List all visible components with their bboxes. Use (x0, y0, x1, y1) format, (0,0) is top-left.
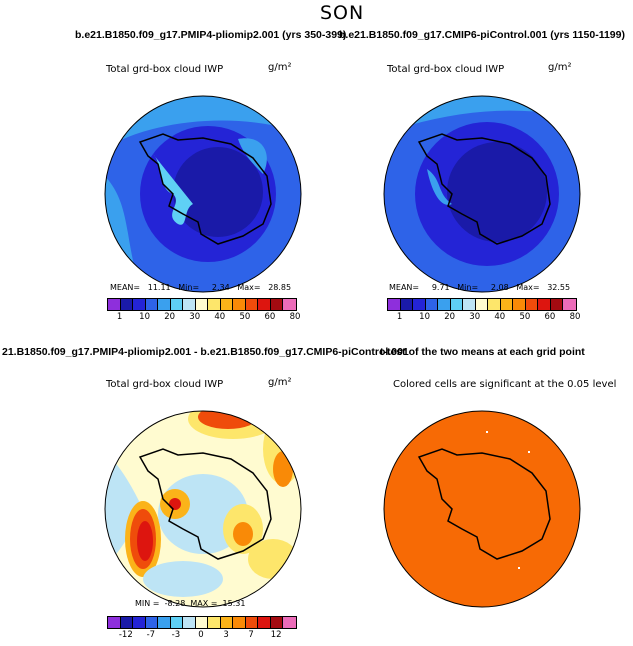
stats-top-right: MEAN= 9.71 Min= 2.08 Max= 32.55 (389, 283, 571, 292)
variable-label-top-right: Total grd-box cloud IWP (387, 64, 505, 75)
colorbar-swatch (233, 617, 246, 628)
colorbar-tick-label: 3 (223, 630, 229, 640)
colorbar-tick-label: 60 (264, 312, 276, 322)
colorbar-swatch (525, 299, 539, 310)
colorbar-swatch (283, 299, 296, 310)
panel-header-bottom-right: t-test of the two means at each grid poi… (380, 346, 585, 358)
colorbar-swatch (108, 299, 121, 310)
colorbar-swatch (195, 299, 209, 310)
units-label-top-left: g/m² (268, 62, 292, 73)
panel-header-top-right: b.e21.B1850.f09_g17.CMIP6-piControl.001 … (339, 29, 625, 41)
colorbar-swatch (145, 617, 159, 628)
colorbar-swatch (425, 299, 439, 310)
colorbar-swatch (245, 299, 259, 310)
colorbar-tick-label: 1 (396, 312, 403, 322)
colorbar-tick-label: 20 (444, 312, 456, 322)
colorbar-tick-label: 30 (469, 312, 481, 322)
colorbar-swatch (538, 299, 551, 310)
colorbar-tick-label: 60 (544, 312, 556, 322)
colorbar-swatch (258, 617, 271, 628)
colorbar-top-left (107, 298, 297, 311)
map-top-right (383, 95, 581, 293)
colorbar-tick-label: 12 (270, 630, 282, 640)
colorbar-swatch (133, 617, 146, 628)
colorbar-swatch (145, 299, 159, 310)
colorbar-tick-label: -7 (146, 630, 156, 640)
map-top-left (104, 95, 302, 293)
colorbar-swatch (270, 299, 284, 310)
panel-header-top-left: b.e21.B1850.f09_g17.PMIP4-pliomip2.001 (… (75, 29, 347, 41)
colorbar-tick-label: 0 (198, 630, 204, 640)
colorbar-swatch (438, 299, 451, 310)
units-label-top-right: g/m² (548, 62, 572, 73)
colorbar-swatch (170, 299, 184, 310)
colorbar-swatch (195, 617, 209, 628)
colorbar-swatch (220, 617, 234, 628)
colorbar-swatch (258, 299, 271, 310)
colorbar-swatch (488, 299, 501, 310)
colorbar-tick-label: 7 (248, 630, 254, 640)
antarctica-coastline (417, 448, 551, 560)
antarctica-coastline (138, 133, 272, 245)
variable-label-top-left: Total grd-box cloud IWP (106, 64, 224, 75)
colorbar-swatch (183, 299, 196, 310)
colorbar-swatch (400, 299, 414, 310)
colorbar-tick-label: -12 (118, 630, 133, 640)
antarctica-coastline (138, 448, 272, 560)
colorbar-swatch (158, 299, 171, 310)
antarctica-coastline (417, 133, 551, 245)
colorbar-tick-label: 1 (116, 312, 123, 322)
colorbar-swatch (120, 299, 134, 310)
significance-subtitle: Colored cells are significant at the 0.0… (393, 379, 617, 390)
colorbar-swatch (388, 299, 401, 310)
colorbar-swatch (158, 617, 171, 628)
colorbar-swatch (563, 299, 576, 310)
colorbar-swatch (500, 299, 514, 310)
colorbar-swatch (245, 617, 259, 628)
colorbar-swatch (220, 299, 234, 310)
colorbar-swatch (208, 299, 221, 310)
colorbar-top-right (387, 298, 577, 311)
stats-bottom-left: MIN = -8.28 MAX = 15.31 (135, 599, 246, 608)
colorbar-swatch (170, 617, 184, 628)
colorbar-tick-label: 50 (519, 312, 531, 322)
colorbar-tick-label: 40 (214, 312, 226, 322)
colorbar-tick-label: 80 (289, 312, 301, 322)
units-label-bottom-left: g/m² (268, 377, 292, 388)
colorbar-tick-label: -3 (171, 630, 181, 640)
colorbar-swatch (108, 617, 121, 628)
colorbar-tick-label: 40 (494, 312, 506, 322)
colorbar-tick-label: 10 (139, 312, 151, 322)
colorbar-tick-label: 80 (569, 312, 581, 322)
season-title: SON (320, 2, 365, 24)
colorbar-swatch (208, 617, 221, 628)
colorbar-tick-label: 30 (189, 312, 201, 322)
colorbar-tick-label: 50 (239, 312, 251, 322)
colorbar-swatch (120, 617, 134, 628)
map-bottom-left (104, 410, 302, 608)
panel-header-bottom-left: 21.B1850.f09_g17.PMIP4-pliomip2.001 - b.… (2, 346, 409, 358)
colorbar-swatch (270, 617, 284, 628)
colorbar-swatch (183, 617, 196, 628)
significance-field (383, 410, 581, 608)
map-bottom-right (383, 410, 581, 608)
colorbar-swatch (283, 617, 296, 628)
colorbar-swatch (450, 299, 464, 310)
colorbar-bottom-left (107, 616, 297, 629)
colorbar-swatch (513, 299, 526, 310)
colorbar-swatch (550, 299, 564, 310)
colorbar-swatch (475, 299, 489, 310)
colorbar-swatch (413, 299, 426, 310)
stats-top-left: MEAN= 11.11 Min= 2.34 Max= 28.85 (110, 283, 292, 292)
colorbar-tick-label: 10 (419, 312, 431, 322)
variable-label-bottom-left: Total grd-box cloud IWP (106, 379, 224, 390)
colorbar-tick-label: 20 (164, 312, 176, 322)
colorbar-swatch (463, 299, 476, 310)
colorbar-swatch (233, 299, 246, 310)
colorbar-swatch (133, 299, 146, 310)
